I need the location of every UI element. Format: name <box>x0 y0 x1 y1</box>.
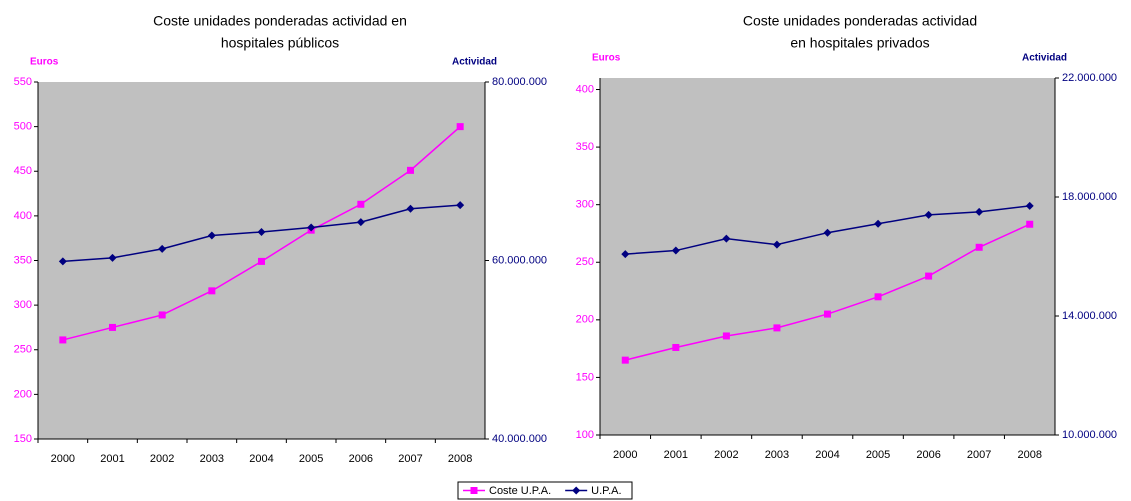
y-tick-label: 150 <box>14 433 32 445</box>
point <box>772 240 781 249</box>
point <box>456 123 464 131</box>
y2-tick-label: 22.000.000 <box>1062 72 1117 84</box>
point <box>257 227 266 236</box>
point <box>874 219 883 228</box>
x-tick-label: 2007 <box>967 449 991 461</box>
point <box>722 332 730 340</box>
y-tick-label: 250 <box>14 344 32 356</box>
point <box>357 200 365 208</box>
chart: Coste unidades ponderadas actividad en ho… <box>14 13 547 465</box>
x-tick-label: 2002 <box>150 453 174 465</box>
point <box>158 244 167 253</box>
x-tick-label: 2000 <box>51 453 75 465</box>
point <box>572 486 581 495</box>
y-tick-label: 350 <box>14 254 32 266</box>
x-tick-label: 2007 <box>398 453 422 465</box>
point <box>158 311 166 319</box>
y-tick-label: 350 <box>576 141 594 153</box>
x-tick-label: 2001 <box>100 453 124 465</box>
point <box>58 257 67 266</box>
y2-tick-label: 10.000.000 <box>1062 429 1117 441</box>
x-tick-label: 2001 <box>664 449 688 461</box>
point <box>407 166 414 174</box>
point <box>874 293 882 301</box>
chart-title: hospitales públicos <box>221 35 339 51</box>
y-tick-label: 550 <box>14 76 32 88</box>
point <box>207 231 216 240</box>
point <box>975 207 984 216</box>
y-tick-label: 150 <box>576 371 594 383</box>
point <box>1026 220 1034 228</box>
y-tick-label: 250 <box>576 256 594 268</box>
y2-tick-label: 18.000.000 <box>1062 191 1117 203</box>
point <box>621 250 630 259</box>
x-tick-label: 2004 <box>815 449 839 461</box>
x-tick-label: 2000 <box>613 449 637 461</box>
point <box>823 228 832 237</box>
point <box>672 343 680 351</box>
x-tick-label: 2004 <box>249 453 273 465</box>
point <box>108 253 117 262</box>
point <box>671 246 680 255</box>
point <box>924 210 933 219</box>
y-tick-label: 400 <box>14 210 32 222</box>
point <box>307 223 316 232</box>
x-tick-label: 2006 <box>916 449 940 461</box>
y-tick-label: 200 <box>576 314 594 326</box>
chart-title: Coste unidades ponderadas actividad en <box>153 13 407 29</box>
point <box>1025 201 1034 210</box>
y-tick-label: 500 <box>14 121 32 133</box>
point <box>470 487 478 494</box>
x-tick-label: 2003 <box>200 453 224 465</box>
point <box>722 234 731 243</box>
point <box>258 257 265 265</box>
chart-title: en hospitales privados <box>790 35 929 51</box>
point <box>109 323 116 331</box>
legend-box <box>457 481 633 500</box>
x-tick-label: 2008 <box>448 453 472 465</box>
legend-label: Coste U.P.A. <box>489 485 551 497</box>
point <box>975 243 983 251</box>
x-tick-label: 2005 <box>866 449 890 461</box>
legend-label: U.P.A. <box>591 485 621 497</box>
plot-area <box>600 78 1055 435</box>
point <box>59 336 67 344</box>
y-axis-label: Euros <box>592 53 621 64</box>
chart: Coste unidades ponderadas actividad en ho… <box>576 13 1117 461</box>
point <box>824 310 831 318</box>
point <box>621 356 629 364</box>
y-axis-label: Euros <box>30 57 59 68</box>
x-tick-label: 2002 <box>714 449 738 461</box>
x-tick-label: 2006 <box>349 453 373 465</box>
legend: Coste U.P.A. U.P.A. <box>457 481 633 500</box>
point <box>773 324 781 332</box>
y-tick-label: 400 <box>576 83 594 95</box>
y2-tick-label: 80.000.000 <box>492 76 547 88</box>
point <box>356 218 365 227</box>
point <box>208 287 216 295</box>
point <box>925 272 933 280</box>
y-tick-label: 450 <box>14 165 32 177</box>
y-tick-label: 100 <box>576 429 594 441</box>
y2-axis-label: Actividad <box>1022 53 1067 64</box>
y2-tick-label: 14.000.000 <box>1062 310 1117 322</box>
y2-tick-label: 40.000.000 <box>492 433 547 445</box>
y-tick-label: 200 <box>14 388 32 400</box>
x-tick-label: 2005 <box>299 453 323 465</box>
y-tick-label: 300 <box>14 299 32 311</box>
y2-tick-label: 60.000.000 <box>492 254 547 266</box>
chart-title: Coste unidades ponderadas actividad <box>743 13 977 29</box>
point <box>406 204 415 213</box>
x-tick-label: 2003 <box>765 449 789 461</box>
y-tick-label: 300 <box>576 199 594 211</box>
y2-axis-label: Actividad <box>452 57 497 68</box>
x-tick-label: 2008 <box>1017 449 1041 461</box>
point <box>456 201 465 210</box>
